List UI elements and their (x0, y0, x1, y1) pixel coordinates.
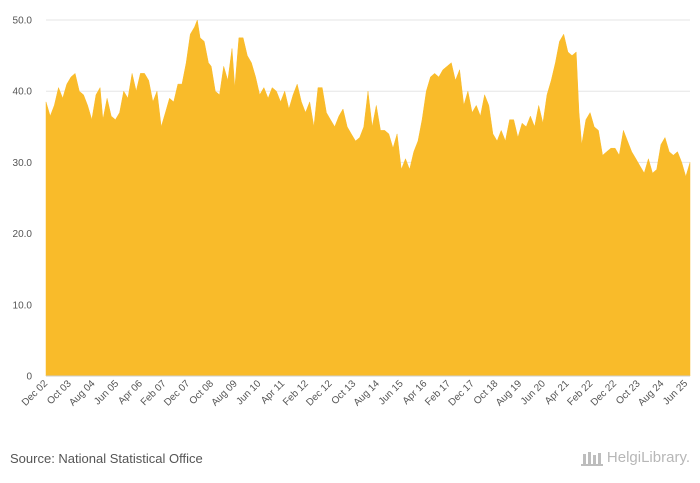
x-tick-label: Dec 17 (447, 378, 477, 408)
x-tick-label: Dec 22 (589, 378, 619, 408)
x-tick-label: Jun 05 (92, 378, 121, 407)
area-series (45, 19, 691, 377)
x-tick-label: Jun 15 (377, 378, 406, 407)
y-tick-label: 10.0 (13, 300, 33, 311)
x-tick-label: Aug 04 (67, 378, 97, 408)
source-note: Source: National Statistical Office (10, 451, 203, 466)
x-tick-label: Aug 24 (636, 378, 666, 408)
x-tick-label: Aug 09 (210, 378, 240, 408)
y-tick-label: 50.0 (13, 16, 33, 27)
y-tick-label: 20.0 (13, 229, 33, 240)
y-tick-label: 40.0 (13, 87, 33, 98)
brand-logo: HelgiLibrary. (580, 449, 690, 466)
x-tick-label: Aug 14 (352, 378, 382, 408)
x-tick-label: Aug 19 (494, 378, 524, 408)
x-tick-label: Jun 20 (519, 378, 548, 407)
library-icon (580, 451, 603, 466)
y-axis-ticks: 0 10.0 20.0 30.0 40.0 50.0 (13, 16, 33, 383)
y-tick-label: 0 (26, 372, 32, 383)
y-tick-label: 30.0 (13, 158, 33, 169)
x-tick-label: Dec 02 (20, 378, 50, 408)
x-tick-label: Dec 12 (304, 378, 334, 408)
x-tick-label: Jun 25 (661, 378, 690, 407)
x-tick-label: Dec 07 (162, 378, 192, 408)
brand-name: HelgiLibrary. (606, 449, 690, 466)
x-tick-label: Jun 10 (234, 378, 263, 407)
